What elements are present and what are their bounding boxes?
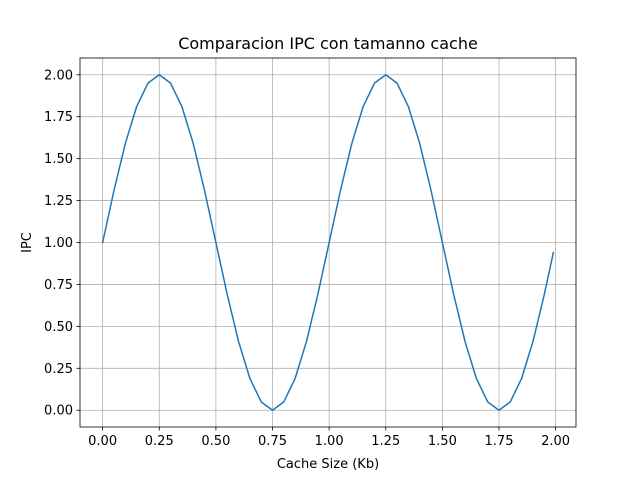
x-tick-label: 1.00 bbox=[315, 434, 344, 449]
grid bbox=[80, 58, 576, 427]
y-axis-label: IPC bbox=[20, 232, 35, 253]
x-tick-label: 0.25 bbox=[145, 434, 174, 449]
chart-title: Comparacion IPC con tamanno cache bbox=[178, 34, 478, 53]
y-tick-label: 2.00 bbox=[44, 68, 73, 83]
y-tick-label: 0.75 bbox=[44, 278, 73, 293]
x-tick-label: 1.75 bbox=[485, 434, 514, 449]
x-tick-label: 1.25 bbox=[371, 434, 400, 449]
x-tick-label: 1.50 bbox=[428, 434, 457, 449]
series-layer bbox=[101, 74, 555, 411]
series-line-0 bbox=[101, 74, 555, 411]
y-tick-label: 0.00 bbox=[44, 404, 73, 419]
ticks: 0.00 0.25 0.50 0.75 1.00 1.25 1.50 1.75 2.00 0.00… bbox=[44, 68, 570, 449]
x-tick-label: 0.75 bbox=[258, 434, 287, 449]
y-tick-label: 1.75 bbox=[44, 110, 73, 125]
x-tick-label: 2.00 bbox=[541, 434, 570, 449]
y-tick-label: 1.00 bbox=[44, 236, 73, 251]
y-tick-label: 0.25 bbox=[44, 362, 73, 377]
x-tick-label: 0.00 bbox=[88, 434, 117, 449]
x-tick-label: 0.50 bbox=[201, 434, 230, 449]
x-axis-label: Cache Size (Kb) bbox=[277, 457, 379, 472]
y-tick-label: 1.25 bbox=[44, 194, 73, 209]
y-tick-label: 0.50 bbox=[44, 320, 73, 335]
y-tick-label: 1.50 bbox=[44, 152, 73, 167]
